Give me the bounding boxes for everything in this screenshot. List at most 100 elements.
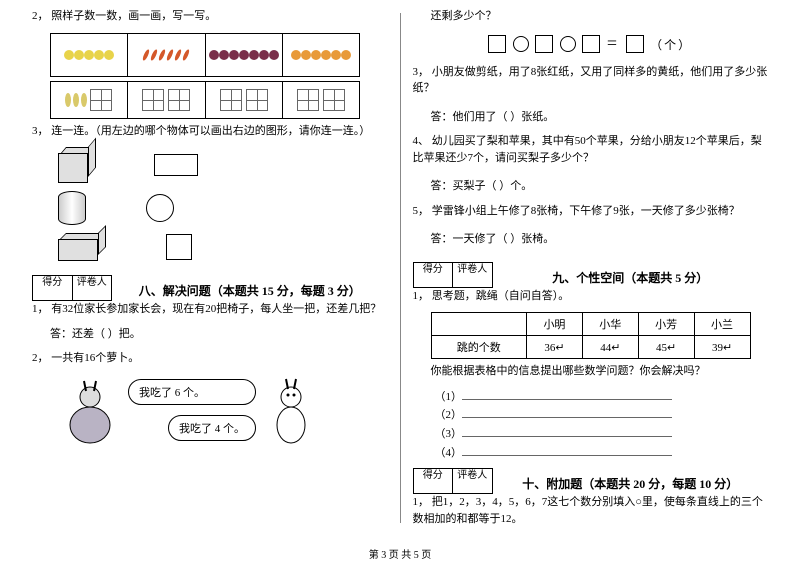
q3-num: 3， [32, 125, 49, 137]
score-box-10: 得分 评卷人 [413, 468, 493, 494]
score-box-9: 得分 评卷人 [413, 262, 493, 288]
cell-tally-3 [206, 82, 283, 118]
td-1: 36↵ [527, 336, 583, 359]
th-0 [431, 313, 527, 336]
page: 2， 照样子数一数，画一画，写一写。 [0, 0, 800, 545]
table-header-row: 小明 小华 小芳 小兰 [431, 313, 750, 336]
line1: （1） [435, 391, 463, 403]
score-label-10: 得分 [414, 469, 454, 493]
line3: （3） [435, 428, 463, 440]
cell-tally-4 [283, 82, 359, 118]
rq3-num: 3， [413, 66, 430, 78]
section-10-header: 得分 评卷人 十、附加题（本题共 20 分，每题 10 分） [413, 462, 769, 494]
cell-tally-2 [128, 82, 205, 118]
s8-q1-num: 1， [32, 303, 49, 315]
page-footer: 第 3 页 共 5 页 [0, 546, 800, 561]
cell-beet [206, 34, 283, 76]
section-9-title: 九、个性空间（本题共 5 分） [493, 269, 769, 286]
s8-q2-text: 一共有16个萝卜。 [51, 352, 139, 364]
line2: （2） [435, 409, 463, 421]
q2-text: 照样子数一数，画一画，写一写。 [51, 10, 216, 22]
s8-q2-num: 2， [32, 352, 49, 364]
shapes-row-2 [58, 191, 388, 225]
th-2: 小华 [582, 313, 638, 336]
rq3-text: 小朋友做剪纸，用了8张红纸，又用了同样多的黄纸，他们用了多少张纸？ [413, 66, 768, 95]
cell-orange [283, 34, 359, 76]
rabbit-right-icon [266, 375, 316, 445]
s10-q1: 1， 把1，2，3，4，5，6，7这七个数分别填入○里，使每条直线上的三个数相加… [413, 494, 769, 527]
td-4: 39↵ [694, 336, 750, 359]
th-1: 小明 [527, 313, 583, 336]
rq4-ans: 答：买梨子（ ）个。 [413, 178, 769, 195]
equation-boxes: = （个） [413, 33, 769, 54]
rq5: 5， 学雷锋小组上午修了8张椅，下午修了9张，一天修了多少张椅？ [413, 203, 769, 220]
rq5-num: 5， [413, 205, 430, 217]
s8-q1: 1， 有32位家长参加家长会，现在有20把椅子，每人坐一把，还差几把？ [32, 301, 388, 318]
blank-line-3 [462, 425, 672, 437]
s9-prompt: 你能根据表格中的信息提出哪些数学问题？你会解决吗？ [413, 363, 769, 380]
s9-q1-text: 思考题，跳绳（自问自答）。 [432, 290, 570, 302]
cell-lemon [51, 34, 128, 76]
section-8-header: 得分 评卷人 八、解决问题（本题共 15 分，每题 3 分） [32, 269, 388, 301]
rq4: 4、 幼儿园买了梨和苹果，其中有50个苹果，分给小朋友12个苹果后，梨比苹果还少… [413, 133, 769, 166]
q3: 3， 连一连。（用左边的哪个物体可以画出右边的图形，请你连一连。） [32, 123, 388, 140]
s10-q1-text: 把1，2，3，4，5，6，7这七个数分别填入○里，使每条直线上的三个数相加的和都… [413, 496, 763, 525]
rq5-ans: 答：一天修了（ ）张椅。 [413, 231, 769, 248]
q3-text: 连一连。（用左边的哪个物体可以画出右边的图形，请你连一连。） [51, 125, 370, 137]
rq5-text: 学雷锋小组上午修了8张椅，下午修了9张，一天修了多少张椅？ [432, 205, 740, 217]
grader-label-10: 评卷人 [453, 469, 492, 493]
rq3: 3， 小朋友做剪纸，用了8张红纸，又用了同样多的黄纸，他们用了多少张纸？ [413, 64, 769, 97]
td-2: 44↵ [582, 336, 638, 359]
q2: 2， 照样子数一数，画一画，写一写。 [32, 8, 388, 25]
cont-text: 还剩多少个？ [413, 8, 769, 25]
s9-q1-num: 1， [413, 290, 430, 302]
score-label: 得分 [33, 276, 73, 300]
q2-grid-top [50, 33, 360, 77]
q2-grid-bottom [50, 81, 360, 119]
row-label: 跳的个数 [431, 336, 527, 359]
tally-box [90, 89, 112, 111]
section-8-title: 八、解决问题（本题共 15 分，每题 3 分） [112, 282, 388, 299]
cylinder-3d [58, 191, 86, 225]
jump-table: 小明 小华 小芳 小兰 跳的个数 36↵ 44↵ 45↵ 39↵ [431, 312, 751, 359]
blank-line-1 [462, 388, 672, 400]
s9-lines: （1） （2） （3） （4） [435, 388, 769, 463]
rabbit-left-icon [62, 375, 118, 445]
section-10-title: 十、附加题（本题共 20 分，每题 10 分） [493, 475, 769, 492]
rabbit-row: 我吃了 6 个。 我吃了 4 个。 [62, 375, 388, 445]
q2-num: 2， [32, 10, 49, 22]
cuboid-3d [58, 233, 106, 261]
s8-q1-ans: 答：还差（ ）把。 [32, 326, 388, 343]
grader-label: 评卷人 [73, 276, 112, 300]
cube-3d [58, 147, 94, 183]
td-3: 45↵ [638, 336, 694, 359]
right-column: 还剩多少个？ = （个） 3， 小朋友做剪纸，用了8张红纸，又用了同样多的黄纸，… [401, 8, 781, 525]
speech-bubble-2: 我吃了 4 个。 [168, 415, 256, 441]
th-4: 小兰 [694, 313, 750, 336]
eq-suffix: （个） [650, 38, 692, 52]
th-3: 小芳 [638, 313, 694, 336]
shapes-row-1 [58, 147, 388, 183]
cell-carrot [128, 34, 205, 76]
rq4-text: 幼儿园买了梨和苹果，其中有50个苹果，分给小朋友12个苹果后，梨比苹果还少7个，… [413, 135, 762, 164]
s10-q1-num: 1， [413, 496, 430, 508]
table-data-row: 跳的个数 36↵ 44↵ 45↵ 39↵ [431, 336, 750, 359]
blank-line-2 [462, 406, 672, 418]
cell-melon [51, 82, 128, 118]
rq4-num: 4、 [413, 135, 430, 147]
left-column: 2， 照样子数一数，画一画，写一写。 [20, 8, 400, 525]
score-box-8: 得分 评卷人 [32, 275, 112, 301]
score-label-9: 得分 [414, 263, 454, 287]
s8-q1-text: 有32位家长参加家长会，现在有20把椅子，每人坐一把，还差几把？ [51, 303, 381, 315]
shapes-row-3 [58, 233, 388, 261]
square-2d [166, 234, 192, 260]
section-9-header: 得分 评卷人 九、个性空间（本题共 5 分） [413, 256, 769, 288]
rectangle-2d [154, 154, 198, 176]
circle-2d [146, 194, 174, 222]
grader-label-9: 评卷人 [453, 263, 492, 287]
blank-line-4 [462, 444, 672, 456]
s9-q1: 1， 思考题，跳绳（自问自答）。 [413, 288, 769, 305]
s8-q2: 2， 一共有16个萝卜。 [32, 350, 388, 367]
rq3-ans: 答：他们用了（ ）张纸。 [413, 109, 769, 126]
line4: （4） [435, 447, 463, 459]
